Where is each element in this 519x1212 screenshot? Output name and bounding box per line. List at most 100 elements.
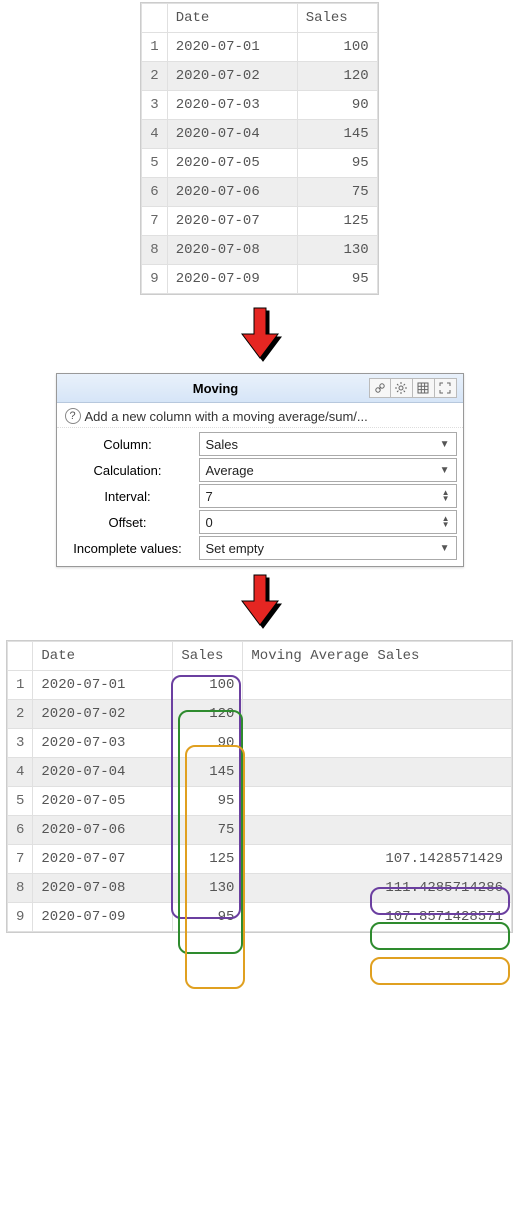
label-interval: Interval: bbox=[63, 486, 193, 507]
row-number: 5 bbox=[142, 149, 167, 178]
row-number: 6 bbox=[142, 178, 167, 207]
dropdown-column-value: Sales bbox=[206, 437, 239, 452]
dropdown-incomplete[interactable]: Set empty ▼ bbox=[199, 536, 457, 560]
col-movavg-header: Moving Average Sales bbox=[243, 642, 512, 671]
table-row: 52020-07-0595 bbox=[8, 787, 512, 816]
moving-panel: Moving ? Add a new column with a moving … bbox=[56, 373, 464, 567]
dropdown-column[interactable]: Sales ▼ bbox=[199, 432, 457, 456]
table-row: 32020-07-0390 bbox=[142, 91, 377, 120]
col-date-header: Date bbox=[167, 4, 297, 33]
cell-sales: 100 bbox=[297, 33, 377, 62]
arrow-down-2 bbox=[2, 573, 517, 634]
label-offset: Offset: bbox=[63, 512, 193, 533]
arrow-down-1 bbox=[2, 306, 517, 367]
cell-sales: 130 bbox=[173, 874, 243, 903]
cell-sales: 95 bbox=[297, 265, 377, 294]
row-number: 4 bbox=[8, 758, 33, 787]
cell-sales: 145 bbox=[297, 120, 377, 149]
cell-date: 2020-07-02 bbox=[33, 700, 173, 729]
row-number: 5 bbox=[8, 787, 33, 816]
panel-description: Add a new column with a moving average/s… bbox=[85, 409, 368, 424]
cell-sales: 90 bbox=[297, 91, 377, 120]
row-number: 8 bbox=[142, 236, 167, 265]
cell-date: 2020-07-03 bbox=[33, 729, 173, 758]
cell-sales: 95 bbox=[173, 903, 243, 932]
gear-icon[interactable] bbox=[391, 378, 413, 398]
label-column: Column: bbox=[63, 434, 193, 455]
cell-moving-average: 107.1428571429 bbox=[243, 845, 512, 874]
label-incomplete: Incomplete values: bbox=[63, 538, 193, 559]
expand-icon[interactable] bbox=[435, 378, 457, 398]
table-1: Date Sales 12020-07-0110022020-07-021203… bbox=[141, 3, 377, 294]
table-row: 22020-07-02120 bbox=[8, 700, 512, 729]
table-row: 12020-07-01100 bbox=[8, 671, 512, 700]
row-number: 2 bbox=[142, 62, 167, 91]
cell-moving-average: 111.4285714286 bbox=[243, 874, 512, 903]
panel-toolbar bbox=[369, 378, 457, 398]
chevron-down-icon: ▼ bbox=[440, 543, 450, 554]
row-number: 1 bbox=[142, 33, 167, 62]
label-calculation: Calculation: bbox=[63, 460, 193, 481]
cell-date: 2020-07-06 bbox=[33, 816, 173, 845]
row-number: 9 bbox=[8, 903, 33, 932]
cell-moving-average bbox=[243, 700, 512, 729]
row-number: 6 bbox=[8, 816, 33, 845]
table-row: 42020-07-04145 bbox=[142, 120, 377, 149]
table-row: 92020-07-0995107.8571428571 bbox=[8, 903, 512, 932]
row-number: 3 bbox=[8, 729, 33, 758]
cell-moving-average: 107.8571428571 bbox=[243, 903, 512, 932]
table-row: 72020-07-07125 bbox=[142, 207, 377, 236]
row-number: 7 bbox=[8, 845, 33, 874]
col-date-header-2: Date bbox=[33, 642, 173, 671]
cell-sales: 95 bbox=[297, 149, 377, 178]
cell-sales: 130 bbox=[297, 236, 377, 265]
row-number: 7 bbox=[142, 207, 167, 236]
cell-date: 2020-07-01 bbox=[33, 671, 173, 700]
grid-icon[interactable] bbox=[413, 378, 435, 398]
cell-moving-average bbox=[243, 671, 512, 700]
dropdown-incomplete-value: Set empty bbox=[206, 541, 265, 556]
row-number: 2 bbox=[8, 700, 33, 729]
help-icon[interactable]: ? bbox=[65, 408, 81, 424]
cell-date: 2020-07-05 bbox=[33, 787, 173, 816]
corner-cell bbox=[8, 642, 33, 671]
table-row: 42020-07-04145 bbox=[8, 758, 512, 787]
row-number: 3 bbox=[142, 91, 167, 120]
cell-date: 2020-07-06 bbox=[167, 178, 297, 207]
cell-date: 2020-07-08 bbox=[33, 874, 173, 903]
cell-sales: 145 bbox=[173, 758, 243, 787]
panel-description-row: ? Add a new column with a moving average… bbox=[57, 403, 463, 428]
row-number: 4 bbox=[142, 120, 167, 149]
table-row: 22020-07-02120 bbox=[142, 62, 377, 91]
cell-sales: 120 bbox=[173, 700, 243, 729]
col-sales-header: Sales bbox=[297, 4, 377, 33]
spinner-icon: ▲▼ bbox=[442, 516, 450, 528]
spinner-interval[interactable]: 7 ▲▼ bbox=[199, 484, 457, 508]
cell-date: 2020-07-09 bbox=[167, 265, 297, 294]
cell-date: 2020-07-04 bbox=[167, 120, 297, 149]
spinner-offset[interactable]: 0 ▲▼ bbox=[199, 510, 457, 534]
cell-sales: 95 bbox=[173, 787, 243, 816]
table-row: 12020-07-01100 bbox=[142, 33, 377, 62]
row-number: 9 bbox=[142, 265, 167, 294]
dropdown-calculation[interactable]: Average ▼ bbox=[199, 458, 457, 482]
table-row: 92020-07-0995 bbox=[142, 265, 377, 294]
table-row: 82020-07-08130 bbox=[142, 236, 377, 265]
cell-sales: 120 bbox=[297, 62, 377, 91]
spinner-offset-value: 0 bbox=[206, 515, 213, 530]
link-icon[interactable] bbox=[369, 378, 391, 398]
chevron-down-icon: ▼ bbox=[440, 439, 450, 450]
cell-date: 2020-07-01 bbox=[167, 33, 297, 62]
cell-date: 2020-07-08 bbox=[167, 236, 297, 265]
corner-cell bbox=[142, 4, 167, 33]
cell-date: 2020-07-03 bbox=[167, 91, 297, 120]
table-row: 62020-07-0675 bbox=[142, 178, 377, 207]
row-number: 8 bbox=[8, 874, 33, 903]
table-row: 82020-07-08130111.4285714286 bbox=[8, 874, 512, 903]
spinner-interval-value: 7 bbox=[206, 489, 213, 504]
dropdown-calculation-value: Average bbox=[206, 463, 254, 478]
row-number: 1 bbox=[8, 671, 33, 700]
panel-title-bar: Moving bbox=[57, 374, 463, 403]
table-row: 32020-07-0390 bbox=[8, 729, 512, 758]
cell-date: 2020-07-07 bbox=[33, 845, 173, 874]
